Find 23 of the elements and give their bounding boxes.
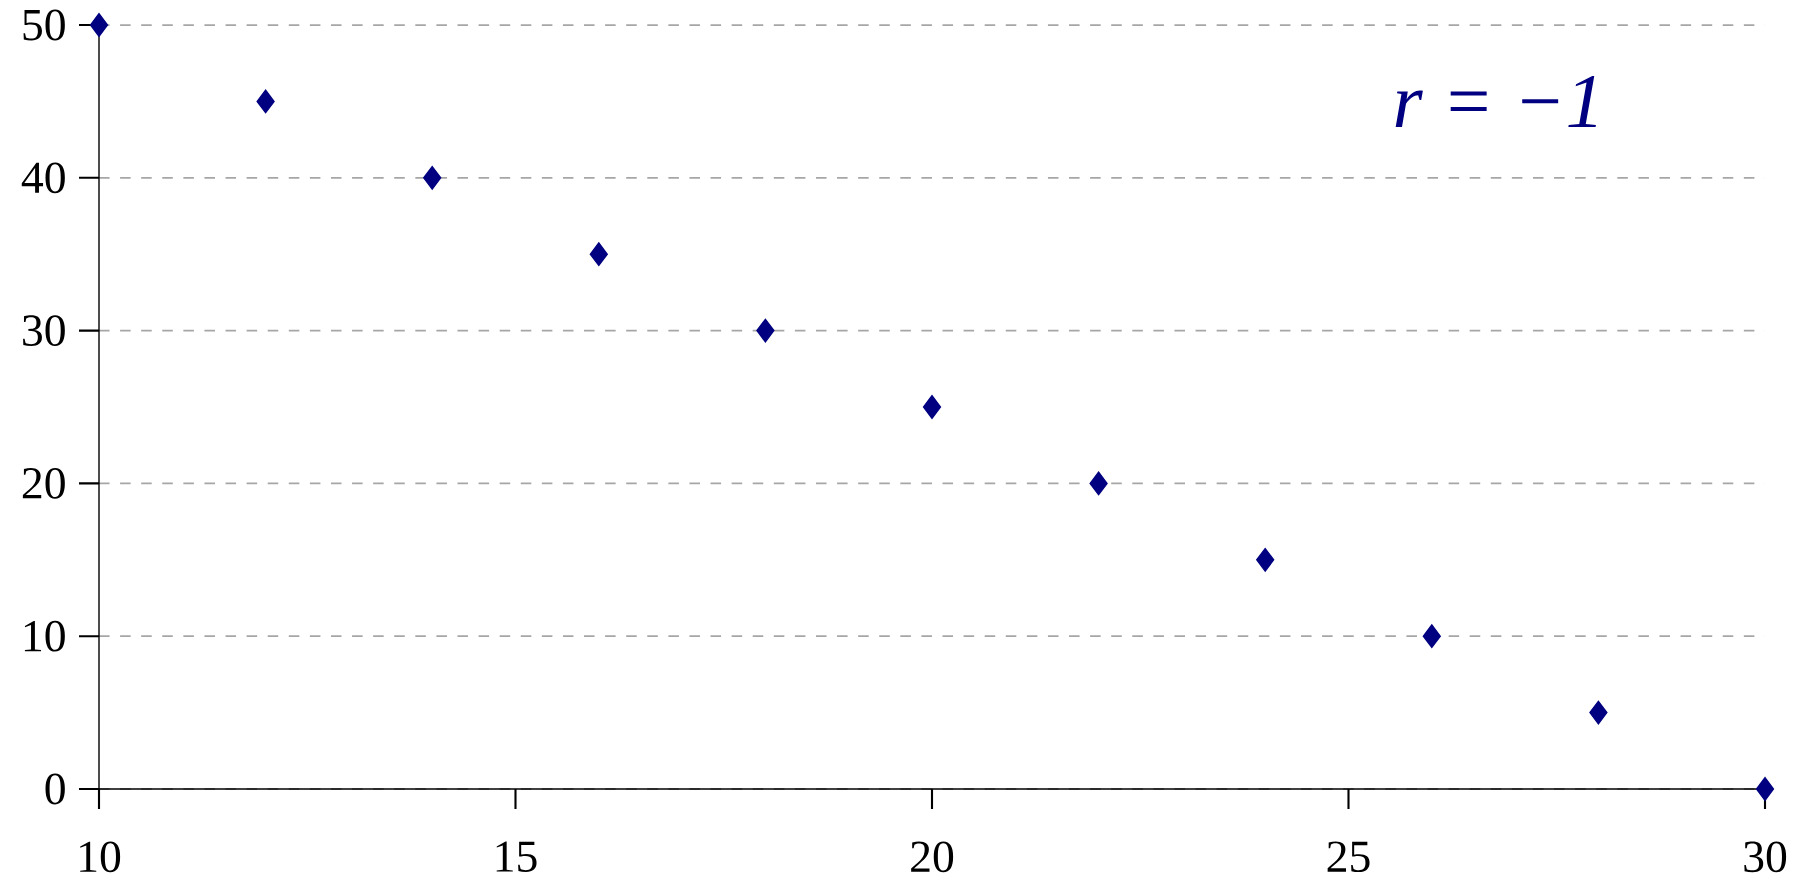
y-tick-label: 40 xyxy=(21,162,65,194)
point xyxy=(1589,700,1608,725)
point xyxy=(1422,624,1441,649)
y-tick-label: 10 xyxy=(24,620,65,652)
point xyxy=(89,13,109,37)
point xyxy=(423,165,442,190)
y-tick-label: 20 xyxy=(22,468,65,499)
annotation: r = −1 xyxy=(1395,75,1596,127)
point xyxy=(922,395,942,419)
y-tick-label: 0 xyxy=(45,773,65,805)
point xyxy=(1256,547,1275,572)
point xyxy=(756,318,775,343)
x-tick-label: 25 xyxy=(1327,841,1370,873)
x-tick-label: 30 xyxy=(1744,841,1787,873)
y-tick-label: 30 xyxy=(23,315,65,347)
x-tick-label: 15 xyxy=(496,841,537,873)
point xyxy=(1089,471,1108,496)
y-tick-label: 50 xyxy=(23,9,65,41)
x-tick-label: 10 xyxy=(80,841,121,873)
point xyxy=(256,89,275,114)
x-tick-label: 20 xyxy=(911,841,954,873)
point xyxy=(1755,777,1775,801)
point xyxy=(589,242,608,267)
